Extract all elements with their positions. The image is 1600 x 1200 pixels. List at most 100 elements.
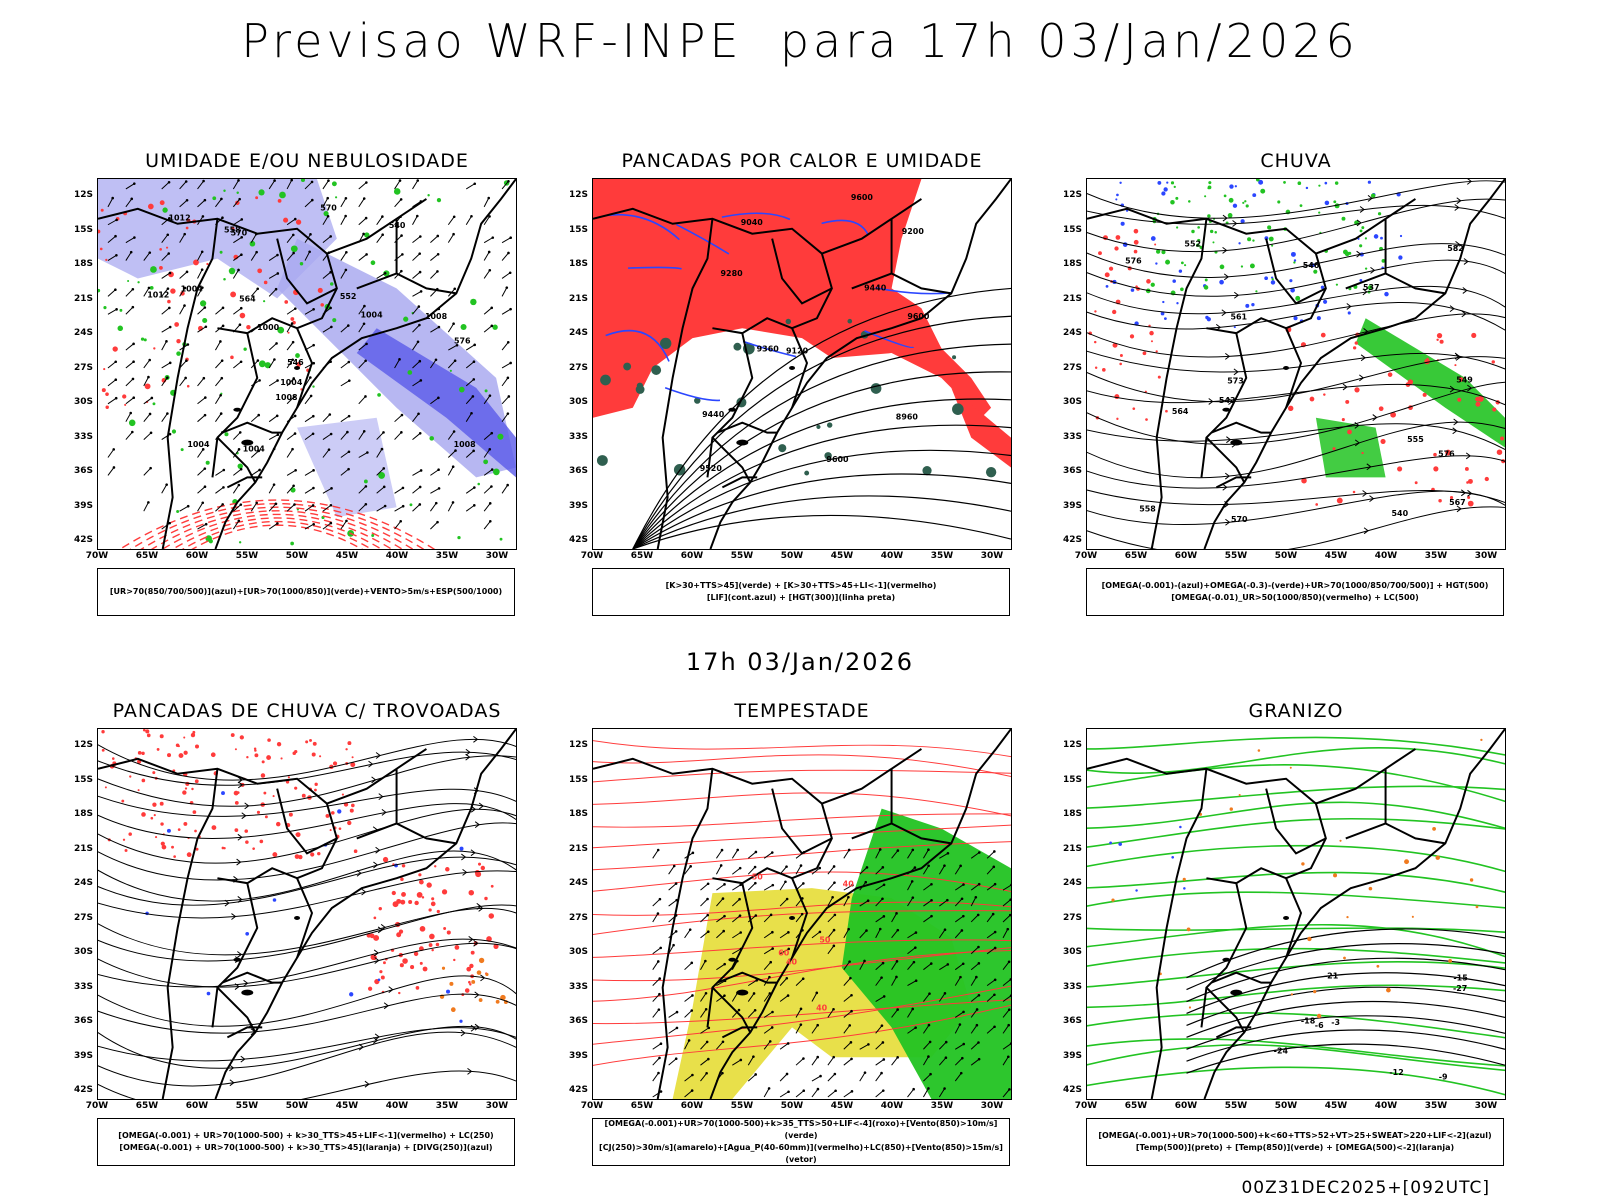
red-rain-cells: [1285, 326, 1505, 507]
latitude-tick-label: 27S: [1062, 362, 1082, 373]
convective-area: [593, 179, 992, 418]
longitude-tick-label: 60W: [185, 1101, 209, 1111]
legend-box: [UR>70(850/700/500)](azul)+[UR>70(1000/8…: [97, 568, 515, 616]
longitude-tick-label: 65W: [1124, 551, 1148, 561]
latitude-tick-label: 18S: [568, 259, 588, 269]
legend-line: [OMEGA(-0.001)-(azul)+OMEGA(-0.3)-(verde…: [1101, 581, 1489, 590]
longitude-tick-label: 50W: [780, 551, 804, 561]
latitude-tick-label: 21S: [1062, 843, 1082, 854]
latitude-tick-label: 18S: [568, 809, 588, 819]
panel-title: PANCADAS DE CHUVA C/ TROVOADAS: [112, 700, 502, 722]
latitude-tick-label: 30S: [568, 947, 588, 957]
contour-labels: 582 576 576 573 570 567 564 561 558 555 552 549 546 5…: [1125, 240, 1473, 524]
longitude-tick-label: 45W: [335, 1101, 359, 1111]
contour-label: 9600: [826, 455, 849, 464]
contour-label: 561: [1230, 312, 1247, 321]
contour-label: -27: [1453, 984, 1467, 993]
latitude-tick-label: 33S: [1062, 981, 1082, 992]
longitude-tick-label: 40W: [1374, 1101, 1398, 1111]
map-plot: -3 -6 -9 -12 -15 -18 -21 -24 -27: [1086, 728, 1506, 1100]
map-plot: 40 50 40 60 50 40: [592, 728, 1012, 1100]
longitude-tick-label: 40W: [385, 1101, 409, 1111]
contour-label: 570: [1231, 515, 1248, 524]
latitude-tick-label: 24S: [1062, 878, 1082, 888]
latitude-tick-label: 30S: [568, 397, 588, 407]
contour-label: 9520: [700, 464, 723, 473]
contour-labels: -3 -6 -9 -12 -15 -18 -21 -24 -27: [1274, 971, 1468, 1081]
contour-label: -18: [1301, 1016, 1316, 1025]
latitude-tick-label: 36S: [1062, 1016, 1082, 1026]
contour-label: 1000: [257, 323, 280, 332]
latitude-tick-label: 30S: [1062, 947, 1082, 957]
latitude-tick-label: 33S: [568, 981, 588, 992]
coastline: [709, 729, 1011, 1099]
latitude-tick-label: 15S: [568, 224, 588, 235]
latitude-tick-label: 33S: [1062, 431, 1082, 442]
longitude-tick-label: 60W: [1174, 551, 1198, 561]
longitude-tick-label: 65W: [135, 551, 159, 561]
contour-labels: 9600 9600 9520 9600 9440 9360 9280 9200 9120 9040…: [700, 193, 930, 473]
latitude-tick-label: 27S: [1062, 912, 1082, 923]
contour-label: 558: [1139, 504, 1156, 513]
longitude-tick-label: 70W: [580, 551, 604, 561]
contour-label: 540: [389, 221, 406, 230]
latitude-tick-label: 42S: [568, 535, 588, 545]
latitude-tick-label: 27S: [568, 912, 588, 923]
longitude-tick-label: 70W: [85, 551, 109, 561]
longitude-tick-label: 40W: [880, 551, 904, 561]
height-contours: [632, 287, 1011, 549]
latitude-tick-label: 36S: [1062, 466, 1082, 476]
latitude-tick-label: 24S: [1062, 328, 1082, 338]
longitude-tick-label: 60W: [680, 1101, 704, 1111]
main-title: Previsao WRF-INPE para 17h 03/Jan/2026: [241, 14, 1359, 68]
legend-box: [OMEGA(-0.001) + UR>70(1000-500) + k>30_…: [97, 1118, 515, 1166]
latitude-tick-label: 39S: [568, 1050, 588, 1061]
contour-label: -9: [1439, 1072, 1448, 1081]
longitude-tick-label: 30W: [1474, 551, 1498, 561]
contour-label: 9360: [757, 345, 780, 354]
contour-label: 555: [1407, 435, 1424, 444]
latitude-tick-label: 15S: [73, 224, 93, 235]
temperature-850-contours: [1087, 736, 1505, 1096]
latitude-tick-label: 12S: [568, 190, 588, 200]
coastline: [709, 179, 1011, 549]
contour-label: 564: [1172, 407, 1189, 416]
rain-band: [1355, 318, 1505, 448]
latitude-tick-label: 30S: [73, 397, 93, 407]
latitude-tick-label: 36S: [568, 1016, 588, 1026]
streamlines: [98, 735, 516, 1099]
contour-label: 9120: [786, 346, 809, 355]
political-borders: [98, 179, 516, 549]
contour-label: -21: [1324, 971, 1338, 980]
latitude-tick-label: 21S: [568, 843, 588, 854]
longitude-tick-label: 30W: [485, 551, 509, 561]
longitude-tick-label: 45W: [1324, 551, 1348, 561]
contour-label: 1004: [187, 440, 210, 449]
latitude-tick-label: 15S: [568, 774, 588, 785]
contour-label: 1012: [169, 213, 191, 222]
longitude-tick-label: 45W: [1324, 1101, 1348, 1111]
contour-label: 8960: [896, 413, 919, 422]
latitude-tick-label: 42S: [73, 535, 93, 545]
longitude-tick-label: 35W: [1424, 1101, 1448, 1111]
latitude-tick-label: 15S: [73, 774, 93, 785]
longitude-tick-label: 55W: [730, 1101, 754, 1111]
political-borders: [1087, 179, 1505, 549]
longitude-tick-label: 50W: [1274, 1101, 1298, 1111]
legend-line: [OMEGA(-0.01)_UR>50(1000/850)(vermelho) …: [1171, 593, 1419, 602]
longitude-tick-label: 35W: [1424, 551, 1448, 561]
longitude-tick-label: 45W: [830, 1101, 854, 1111]
latitude-tick-label: 24S: [73, 878, 93, 888]
contour-label: -24: [1274, 1047, 1289, 1056]
contour-label: 40: [843, 880, 855, 889]
latitude-tick-label: 18S: [1062, 259, 1082, 269]
longitude-tick-label: 60W: [1174, 1101, 1198, 1111]
legend-line: [Temp(500)](preto) + [Temp(850)](verde) …: [1135, 1143, 1455, 1152]
longitude-tick-label: 70W: [580, 1101, 604, 1111]
longitude-tick-label: 30W: [485, 1101, 509, 1111]
legend-box: [K>30+TTS>45](verde) + [K>30+TTS>45+LI<-…: [592, 568, 1010, 616]
longitude-tick-label: 35W: [435, 551, 459, 561]
longitude-tick-label: 35W: [930, 1101, 954, 1111]
map-plot: 1008 1004 1004 1012 1008 1004 1004 1012 1000 1004…: [97, 178, 517, 550]
